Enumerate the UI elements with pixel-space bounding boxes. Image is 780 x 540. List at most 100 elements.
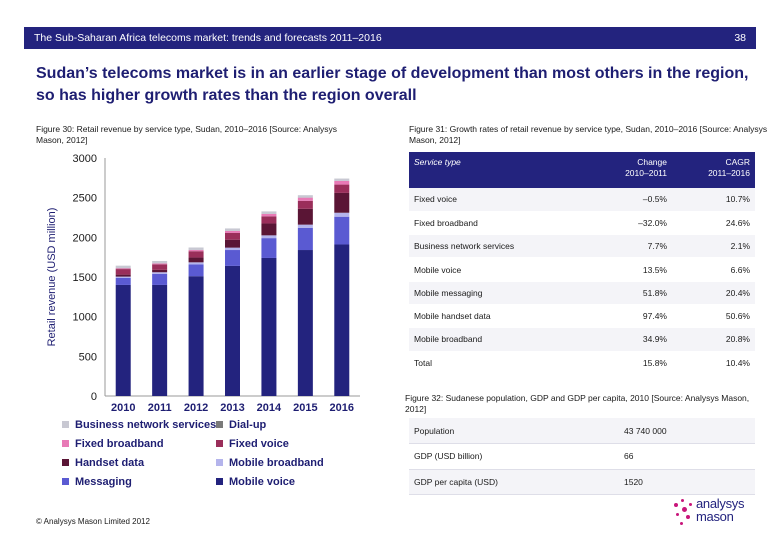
figure30-caption: Figure 30: Retail revenue by service typ… <box>36 124 337 145</box>
x-tick-label: 2010 <box>111 402 135 414</box>
change-cell: 7.7% <box>589 234 672 259</box>
metric-label-cell: GDP per capita (USD) <box>409 469 619 495</box>
legend-label: Messaging <box>75 476 132 488</box>
header-line: Change <box>637 157 667 167</box>
bar-segment <box>334 181 350 185</box>
bar-segment <box>188 257 204 263</box>
logo-dot <box>680 522 683 525</box>
legend-label: Mobile voice <box>229 476 295 488</box>
logo-dot <box>676 513 679 516</box>
x-tick-label: 2011 <box>148 402 172 414</box>
cagr-cell: 2.1% <box>672 234 755 259</box>
growth-table-row: Fixed voice –0.5% 10.7% <box>409 188 755 212</box>
figure32-caption: Figure 32: Sudanese population, GDP and … <box>405 393 750 414</box>
population-table: Population 43 740 000 GDP (USD billion) 66 G… <box>409 418 755 495</box>
logo-line2: mason <box>696 509 734 524</box>
cagr-cell: 24.6% <box>672 211 755 236</box>
logo-wordmark: analysys mason <box>696 497 744 523</box>
bar-segment <box>188 264 204 277</box>
bar-segment <box>334 192 350 213</box>
bar-segment <box>115 276 131 278</box>
analysys-mason-logo: analysys mason <box>672 497 762 533</box>
bar-segment <box>115 274 131 277</box>
y-tick-label: 2000 <box>73 232 97 244</box>
metric-value-cell: 1520 <box>619 469 755 495</box>
cagr-cell: 20.8% <box>672 327 755 352</box>
service-type-cell: Mobile voice <box>409 257 589 282</box>
change-cell: 97.4% <box>589 304 672 329</box>
cagr-cell: 10.7% <box>672 188 755 212</box>
legend-label: Handset data <box>75 457 145 469</box>
cagr-cell: 10.4% <box>672 351 755 375</box>
header-line: CAGR <box>725 157 750 167</box>
cagr-cell: 20.4% <box>672 281 755 305</box>
bar-segment <box>334 178 350 181</box>
col-cagr-label: CAGR 2011–2016 <box>677 157 750 179</box>
service-type-cell: Mobile broadband <box>409 327 589 352</box>
y-axis-label: Retail revenue (USD million) <box>46 208 58 347</box>
chart-legend: Business network services Dial-up Fixed br… <box>62 419 324 488</box>
legend-label: Business network services <box>75 419 216 431</box>
metric-value-cell: 66 <box>619 443 755 470</box>
bar-segment <box>225 250 240 266</box>
bar-segment <box>225 230 240 233</box>
service-type-cell: Total <box>409 351 589 375</box>
slide-header: The Sub-Saharan Africa telecoms market: … <box>24 27 756 49</box>
service-type-cell: Business network services <box>409 234 589 259</box>
growth-table-row: Fixed broadband –32.0% 24.6% <box>409 211 755 236</box>
service-type-cell: Fixed broadband <box>409 211 589 236</box>
bar-segment <box>152 263 168 265</box>
footer-copyright: © Analysys Mason Limited 2012 <box>36 517 150 526</box>
metric-label-cell: Population <box>409 418 619 444</box>
bar-segment <box>297 227 313 251</box>
bar-segment <box>152 272 168 274</box>
change-cell: 13.5% <box>589 257 672 282</box>
bar-segment <box>334 212 350 217</box>
population-table-row: GDP (USD billion) 66 <box>409 443 755 470</box>
service-type-cell: Fixed voice <box>409 188 589 212</box>
legend-label: Fixed voice <box>229 438 289 450</box>
bar-segment <box>225 265 240 396</box>
x-tick-label: 2015 <box>293 402 317 414</box>
y-tick-label: 3000 <box>73 153 97 165</box>
bar-segment <box>115 268 131 270</box>
logo-dot <box>689 503 692 506</box>
growth-table-row: Total 15.8% 10.4% <box>409 351 755 375</box>
growth-table-row: Mobile voice 13.5% 6.6% <box>409 257 755 282</box>
population-table-row: GDP per capita (USD) 1520 <box>409 469 755 495</box>
figure31-caption: Figure 31: Growth rates of retail revenu… <box>409 124 768 145</box>
bar-segment <box>188 247 204 250</box>
bar-segment <box>225 247 240 251</box>
bar-segment <box>152 269 168 273</box>
bar-segment <box>115 265 131 269</box>
bar-segment <box>297 208 313 225</box>
slide-title: Sudan’s telecoms market is in an earlier… <box>36 65 749 104</box>
legend-swatch <box>216 421 223 428</box>
bar-segment <box>152 284 168 396</box>
bar-segment <box>334 216 350 245</box>
bar-segment <box>261 216 277 224</box>
bar-segment <box>188 276 204 396</box>
growth-table-header-row: Service type Change 2010–2011 CAGR 2011–20… <box>409 152 755 188</box>
bar-segment <box>225 228 240 231</box>
change-cell: –0.5% <box>589 188 672 212</box>
legend-label: Fixed broadband <box>75 438 164 450</box>
header-line: 2011–2016 <box>708 168 750 178</box>
bar-segment <box>261 257 277 396</box>
bar-segment <box>115 284 131 396</box>
bar-segment <box>297 224 313 228</box>
service-type-cell: Mobile messaging <box>409 281 589 305</box>
legend-swatch <box>62 421 69 428</box>
growth-table-row: Mobile broadband 34.9% 20.8% <box>409 327 755 352</box>
bar-segment <box>261 235 277 239</box>
legend-swatch <box>216 478 223 485</box>
bar-segment <box>188 262 204 265</box>
x-tick-label: 2012 <box>184 402 208 414</box>
y-tick-label: 1000 <box>73 312 97 324</box>
population-table-body: Population 43 740 000 GDP (USD billion) 66 G… <box>409 418 755 495</box>
bar-segment <box>297 195 313 198</box>
logo-line1: analysys <box>696 496 745 511</box>
bar-segment <box>152 264 168 270</box>
bar-segment <box>152 273 168 285</box>
service-type-cell: Mobile handset data <box>409 304 589 329</box>
